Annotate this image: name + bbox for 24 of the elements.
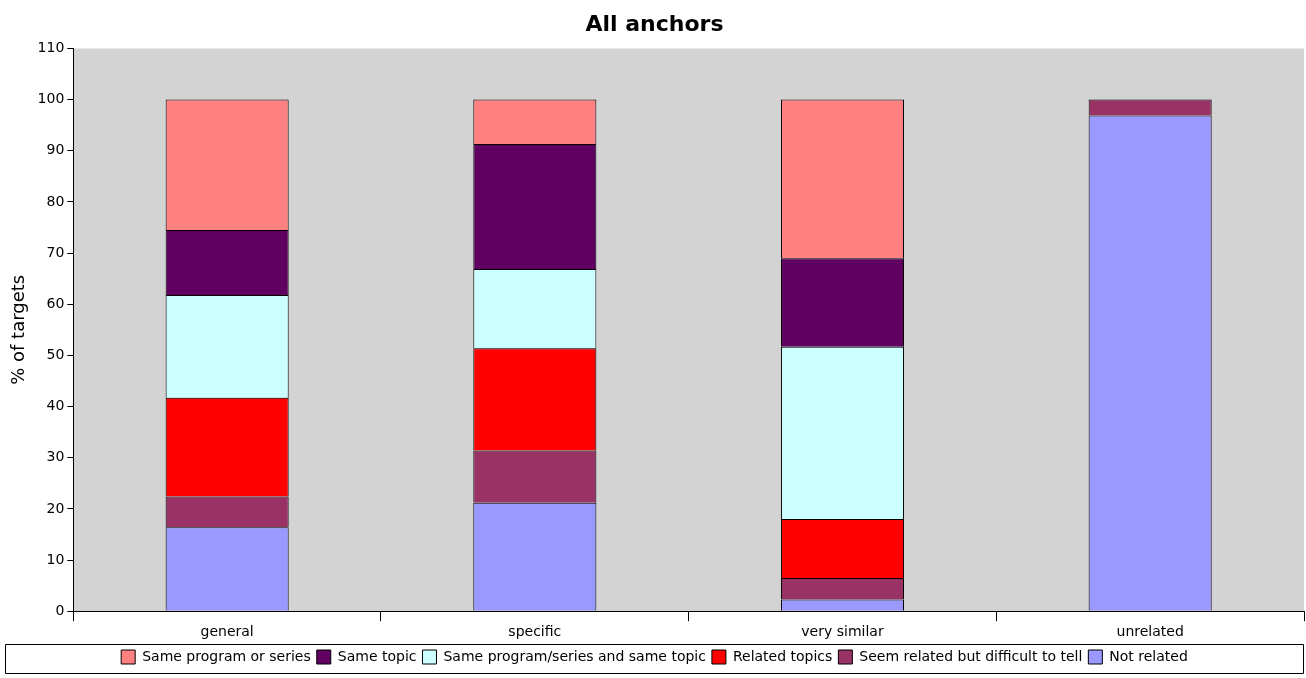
y-tick-label: 50 <box>46 346 65 363</box>
y-tick-label: 20 <box>46 499 65 516</box>
legend-label: Same topic <box>337 647 417 664</box>
legend-label: Seem related but difficult to tell <box>859 647 1083 664</box>
x-tick-label: unrelated <box>1116 623 1184 640</box>
x-tick-label: specific <box>508 623 562 640</box>
y-tick-label: 60 <box>46 294 65 311</box>
y-tick-label: 0 <box>55 601 65 618</box>
x-tick-label: general <box>200 623 254 640</box>
y-tick-label: 90 <box>46 141 65 158</box>
y-tick-label: 40 <box>46 397 65 414</box>
y-tick-label: 70 <box>46 243 65 260</box>
y-tick-label: 110 <box>37 39 65 56</box>
y-tick-label: 100 <box>37 90 65 107</box>
y-tick-label: 10 <box>46 550 65 567</box>
y-axis-title: % of targets <box>7 274 29 385</box>
x-tick-label: very similar <box>801 623 884 640</box>
legend-label: Same program/series and same topic <box>443 647 706 664</box>
y-tick-label: 30 <box>46 448 65 465</box>
chart-title: All anchors <box>585 10 724 36</box>
legend-label: Related topics <box>732 647 833 664</box>
y-tick-label: 80 <box>46 192 65 209</box>
legend-label: Not related <box>1109 647 1188 664</box>
legend-label: Same program or series <box>142 647 311 664</box>
